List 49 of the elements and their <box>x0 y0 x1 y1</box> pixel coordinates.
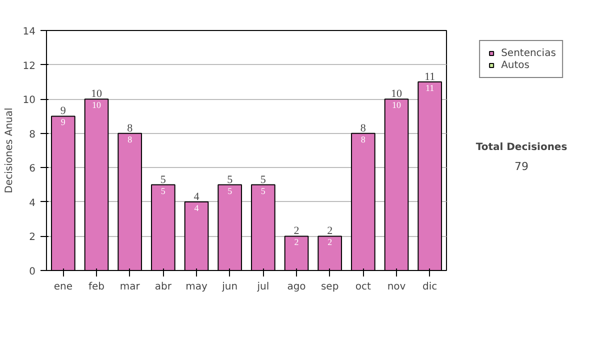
legend-label: Autos <box>501 59 530 71</box>
data-label: 10 <box>92 100 102 110</box>
data-label: 11 <box>426 82 434 93</box>
data-label: 8 <box>360 134 366 144</box>
total-label: 10 <box>391 88 402 100</box>
text: 79 <box>514 160 528 174</box>
total-label: 11 <box>424 70 436 83</box>
x-tick-label: dic <box>422 282 438 292</box>
data-label: 9 <box>60 117 66 128</box>
total-label: 5 <box>260 174 266 186</box>
text: Total Decisiones <box>476 142 568 153</box>
x-tick-label: ago <box>287 282 306 292</box>
total-label: 2 <box>294 225 300 238</box>
total-label: 2 <box>327 225 333 238</box>
total-label: 10 <box>91 88 102 100</box>
y-tick-label: 8 <box>29 129 36 140</box>
data-label: 5 <box>260 186 266 196</box>
x-tick-label: ene <box>54 282 72 292</box>
data-label: 8 <box>128 134 133 144</box>
data-label: 5 <box>228 186 233 196</box>
data-label: 2 <box>294 237 299 248</box>
x-tick-label: oct <box>355 282 372 292</box>
total-label: 4 <box>194 190 200 203</box>
x-tick-label: may <box>186 282 208 292</box>
data-label: 2 <box>328 237 332 248</box>
legend-label: Sentencias <box>501 47 556 59</box>
y-tick-label: 6 <box>29 164 36 175</box>
data-label: 5 <box>160 186 166 196</box>
data-label: 4 <box>194 202 200 213</box>
y-tick-label: 2 <box>29 232 36 244</box>
total-label: 5 <box>227 174 234 186</box>
x-tick-label: jun <box>221 282 238 292</box>
total-label: 8 <box>360 122 366 134</box>
y-tick-label: 14 <box>22 26 36 38</box>
y-tick-label: 0 <box>29 266 36 278</box>
x-tick-label: sep <box>320 282 339 292</box>
x-tick-label: feb <box>88 282 105 292</box>
y-tick-label: 4 <box>29 198 36 209</box>
x-tick-label: jul <box>256 282 270 292</box>
total-label: 5 <box>160 174 166 186</box>
total-label: 9 <box>60 105 66 118</box>
y-tick-label: 12 <box>22 60 36 72</box>
data-label: 10 <box>392 100 402 110</box>
y-tick-label: 10 <box>22 95 36 106</box>
total-label: 8 <box>127 122 134 134</box>
x-tick-label: mar <box>120 282 141 292</box>
x-tick-label: abr <box>154 282 172 292</box>
x-tick-label: nov <box>387 282 406 292</box>
y-axis-title: Decisiones Anual <box>4 108 15 194</box>
